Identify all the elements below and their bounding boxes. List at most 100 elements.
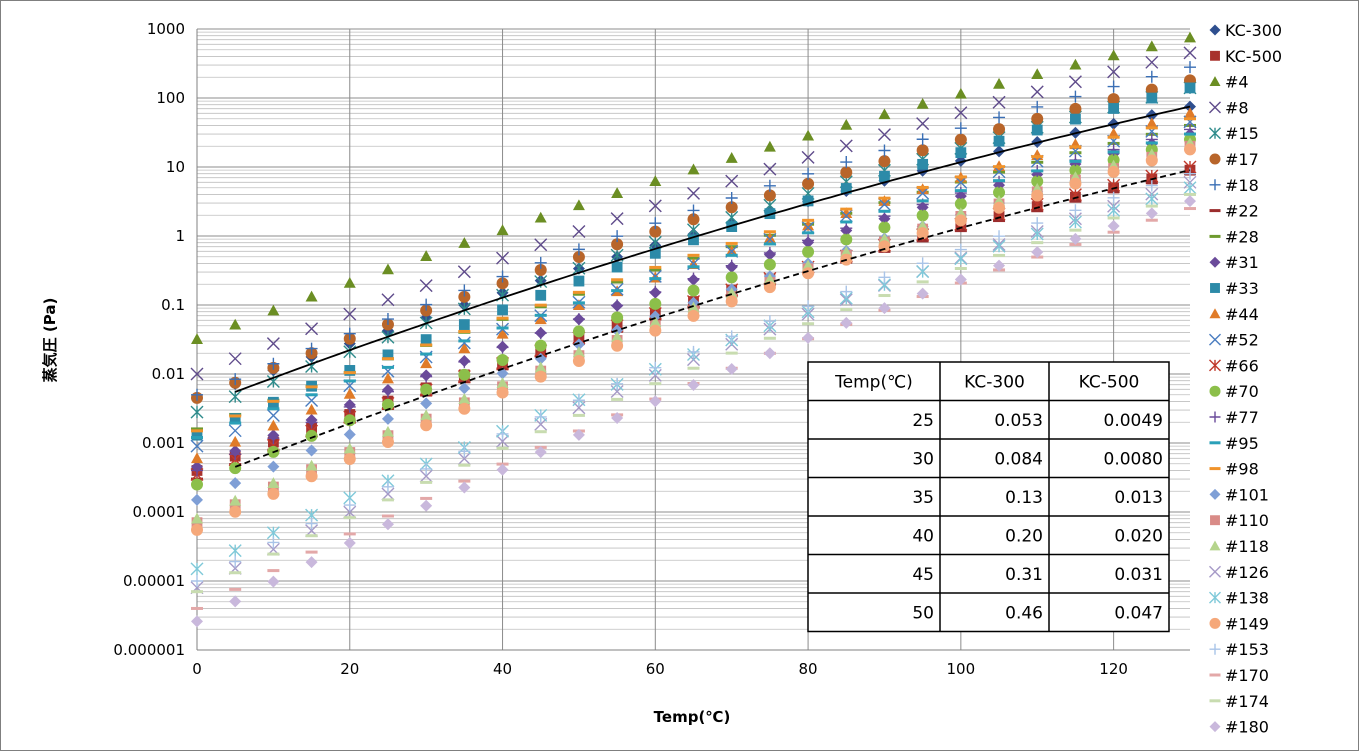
legend-marker bbox=[1209, 209, 1221, 213]
data-point bbox=[458, 402, 471, 415]
data-point bbox=[1031, 175, 1044, 188]
data-point bbox=[840, 207, 853, 219]
data-point bbox=[1145, 55, 1159, 69]
data-point bbox=[229, 414, 242, 418]
data-point bbox=[190, 405, 204, 419]
data-point bbox=[191, 478, 203, 491]
series-n149 bbox=[191, 143, 1196, 536]
data-point bbox=[572, 292, 585, 296]
data-point bbox=[916, 239, 929, 243]
data-point bbox=[802, 245, 815, 258]
data-point bbox=[191, 523, 203, 536]
data-point bbox=[1184, 82, 1196, 94]
data-point bbox=[534, 361, 547, 373]
data-point bbox=[190, 367, 204, 381]
data-point bbox=[1184, 143, 1196, 156]
legend-marker bbox=[1209, 591, 1221, 604]
legend-label: #98 bbox=[1225, 460, 1259, 479]
data-point bbox=[802, 300, 815, 313]
data-point bbox=[763, 232, 776, 244]
data-point bbox=[1184, 192, 1196, 196]
data-point bbox=[496, 327, 509, 339]
data-point bbox=[343, 371, 356, 375]
data-point bbox=[420, 370, 433, 383]
data-point bbox=[649, 175, 662, 187]
data-point bbox=[534, 313, 547, 325]
data-point bbox=[305, 403, 318, 415]
data-point bbox=[1069, 159, 1082, 163]
data-point bbox=[840, 118, 853, 130]
data-point bbox=[649, 324, 662, 337]
data-point bbox=[458, 445, 471, 458]
data-point bbox=[687, 366, 700, 370]
data-point bbox=[1146, 92, 1158, 104]
data-point bbox=[801, 150, 815, 164]
data-point bbox=[229, 571, 242, 575]
data-point bbox=[611, 280, 624, 284]
data-point bbox=[802, 195, 814, 207]
data-point bbox=[1069, 151, 1082, 155]
legend-label: #15 bbox=[1225, 124, 1259, 143]
kc-500-fit-line bbox=[234, 169, 1191, 468]
data-point bbox=[916, 287, 929, 300]
y-tick-label: 0.001 bbox=[142, 434, 185, 452]
data-point bbox=[343, 537, 356, 550]
data-point bbox=[305, 393, 319, 407]
legend-label: #110 bbox=[1225, 511, 1269, 530]
legend-label: #149 bbox=[1225, 614, 1269, 633]
data-point bbox=[534, 327, 547, 340]
data-point bbox=[725, 253, 738, 257]
data-point bbox=[1184, 207, 1196, 211]
data-point bbox=[649, 268, 662, 272]
data-point bbox=[381, 372, 394, 384]
data-point bbox=[687, 309, 700, 322]
data-point bbox=[381, 498, 394, 502]
series-n174 bbox=[191, 192, 1196, 594]
data-point bbox=[267, 487, 280, 500]
legend-marker bbox=[1209, 76, 1221, 86]
data-point bbox=[648, 368, 662, 382]
data-point bbox=[993, 145, 1006, 158]
data-point bbox=[1031, 169, 1044, 173]
data-point bbox=[534, 352, 547, 365]
data-point bbox=[572, 301, 585, 305]
data-point bbox=[687, 204, 700, 217]
x-tick-label: 120 bbox=[1099, 660, 1128, 678]
data-point bbox=[1069, 102, 1082, 115]
data-point bbox=[954, 87, 967, 99]
legend-label: #18 bbox=[1225, 176, 1259, 195]
legend-label: #95 bbox=[1225, 434, 1259, 453]
data-point bbox=[305, 342, 318, 355]
data-point bbox=[381, 425, 394, 437]
data-point bbox=[802, 219, 815, 231]
table-cell: 0.13 bbox=[1005, 488, 1043, 508]
data-point bbox=[840, 233, 853, 246]
data-point bbox=[229, 477, 242, 490]
table-cell: 0.0049 bbox=[1104, 411, 1163, 431]
legend-marker bbox=[1209, 256, 1221, 268]
table-cell: 40 bbox=[912, 526, 934, 546]
legend-marker bbox=[1209, 101, 1221, 114]
data-point bbox=[1107, 143, 1120, 156]
data-point bbox=[878, 221, 891, 234]
data-point bbox=[802, 177, 815, 190]
data-point bbox=[267, 536, 280, 549]
legend-marker bbox=[1209, 153, 1221, 165]
data-point bbox=[572, 413, 585, 417]
table-cell: 35 bbox=[912, 488, 934, 508]
data-point bbox=[1184, 167, 1196, 180]
data-point bbox=[534, 446, 547, 459]
data-point bbox=[725, 241, 738, 245]
x-tick-label: 20 bbox=[340, 660, 359, 678]
data-point bbox=[802, 259, 815, 271]
data-point bbox=[802, 167, 815, 180]
data-point bbox=[878, 294, 891, 298]
data-point bbox=[611, 261, 623, 273]
data-point bbox=[611, 397, 624, 401]
series-n18 bbox=[191, 61, 1196, 401]
data-point bbox=[916, 185, 929, 189]
data-point bbox=[228, 352, 242, 366]
data-point bbox=[497, 304, 508, 316]
data-point bbox=[688, 234, 699, 246]
data-point bbox=[725, 152, 738, 163]
